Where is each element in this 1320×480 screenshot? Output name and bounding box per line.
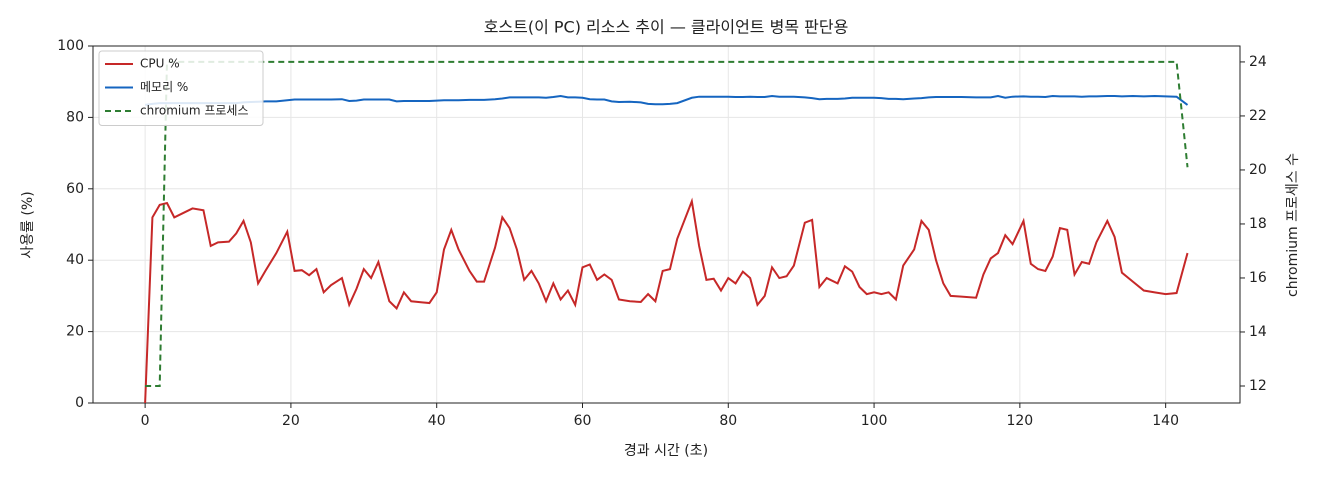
x-axis-label: 경과 시간 (초) <box>624 443 708 459</box>
line-series <box>144 197 1189 404</box>
legend-label: 메모리 % <box>140 80 188 94</box>
y-tick-label: 0 <box>75 395 84 411</box>
y-tick-label: 20 <box>66 324 84 340</box>
y-tick-label: 100 <box>57 38 84 54</box>
line-series <box>145 60 1189 387</box>
chart-title: 호스트(이 PC) 리소스 추이 — 클라이언트 병목 판단용 <box>484 18 849 37</box>
y2-tick-label: 18 <box>1249 216 1267 232</box>
y-tick-label: 40 <box>66 252 84 268</box>
legend-box <box>98 50 264 126</box>
x-tick-label: 40 <box>428 413 446 429</box>
x-tick-label: 0 <box>141 413 150 429</box>
y2-tick-label: 20 <box>1249 162 1267 178</box>
legend-label: CPU % <box>140 57 180 71</box>
x-tick-label: 100 <box>861 413 888 429</box>
legend-label: chromium 프로세스 <box>140 104 249 118</box>
y2-tick-label: 14 <box>1249 324 1267 340</box>
plot-frame <box>92 45 1241 404</box>
x-tick-label: 140 <box>1152 413 1179 429</box>
y-axis-label: 사용률 (%) <box>20 191 36 258</box>
y2-tick-label: 12 <box>1249 378 1267 394</box>
x-tick-label: 120 <box>1006 413 1033 429</box>
line-series <box>144 94 1189 106</box>
y2-tick-label: 22 <box>1249 108 1267 124</box>
y-tick-label: 60 <box>66 181 84 197</box>
x-tick-label: 80 <box>719 413 737 429</box>
y-tick-label: 80 <box>66 109 84 125</box>
y2-tick-label: 16 <box>1249 270 1267 286</box>
x-tick-label: 20 <box>282 413 300 429</box>
y2-tick-label: 24 <box>1249 54 1267 70</box>
y2-axis-label: chromium 프로세스 수 <box>1285 153 1301 297</box>
x-tick-label: 60 <box>574 413 592 429</box>
